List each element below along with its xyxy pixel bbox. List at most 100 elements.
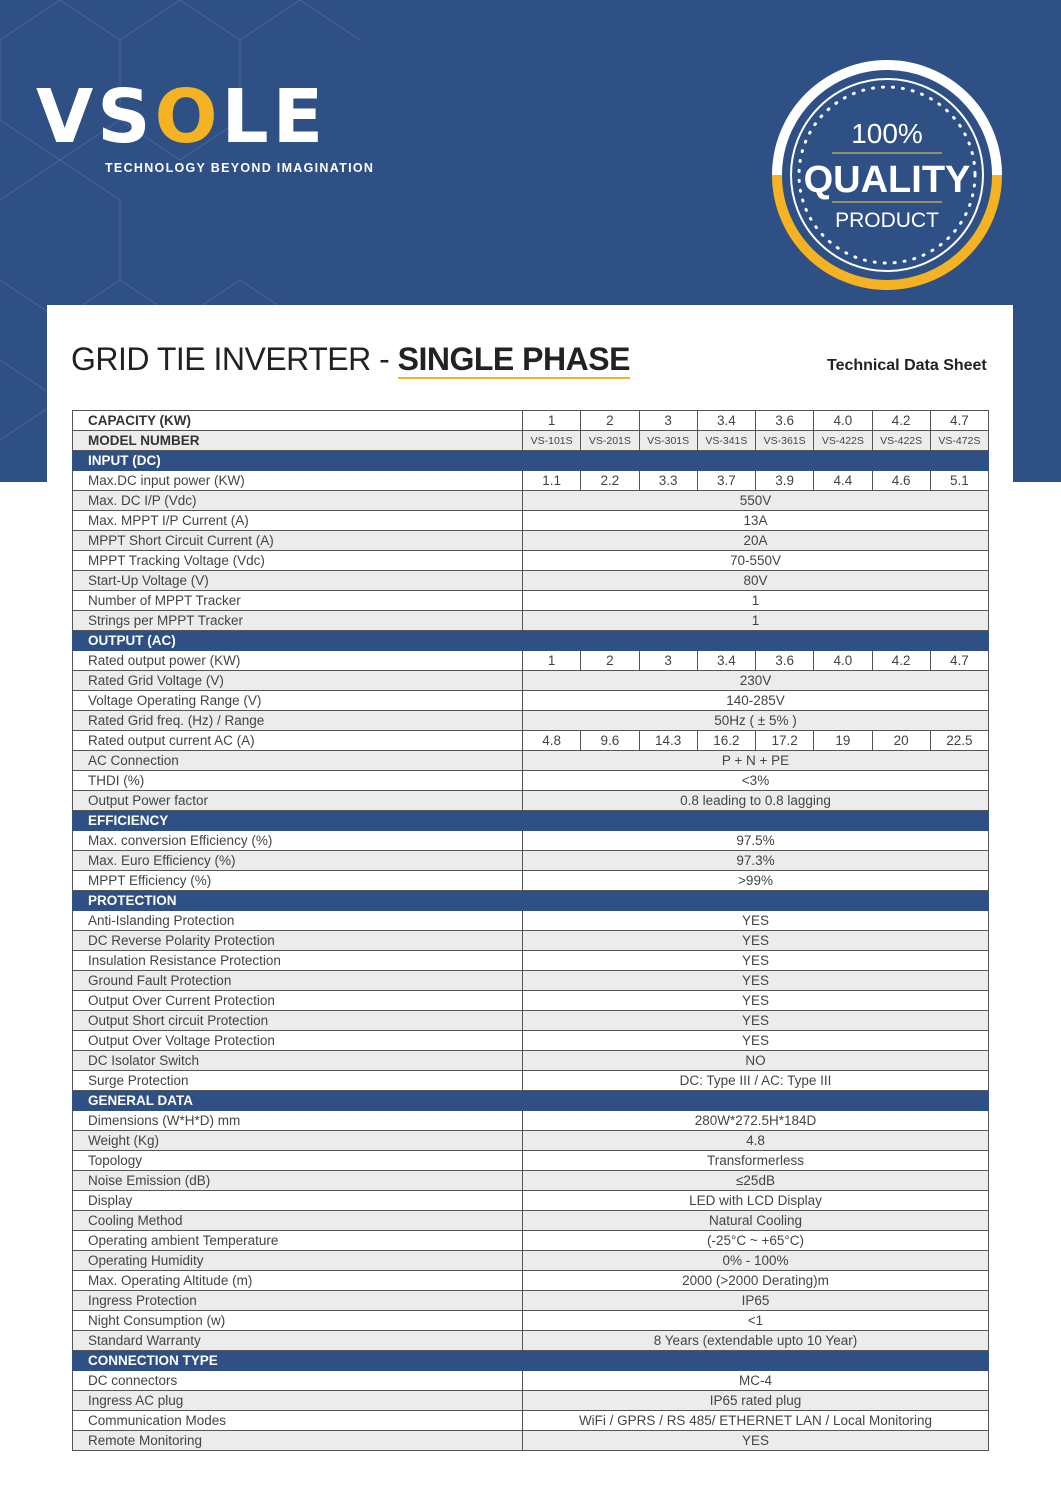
row-value: 80V	[522, 570, 989, 591]
table-row: Operating ambient Temperature (-25°C ~ +6…	[72, 1230, 989, 1251]
row-label: Output Short circuit Protection	[72, 1010, 523, 1031]
row-label: Dimensions (W*H*D) mm	[72, 1110, 523, 1131]
section-title: OUTPUT (AC)	[72, 630, 523, 651]
section-fill	[522, 1350, 989, 1371]
table-row: Start-Up Voltage (V) 80V	[72, 570, 989, 591]
row-value: 4.2	[871, 410, 931, 431]
table-row: MPPT Short Circuit Current (A) 20A	[72, 530, 989, 551]
page-title: GRID TIE INVERTER - SINGLE PHASE	[71, 340, 630, 379]
section-header: CONNECTION TYPE	[72, 1350, 989, 1371]
row-label: Ingress Protection	[72, 1290, 523, 1311]
row-label: Communication Modes	[72, 1410, 523, 1431]
spec-table: CAPACITY (KW) 1 2 3 3.4 3.6 4.0 4.2 4.7 MODEL NUM…	[72, 410, 990, 1451]
section-fill	[522, 1090, 989, 1111]
section-title: EFFICIENCY	[72, 810, 523, 831]
table-row: Ingress Protection IP65	[72, 1290, 989, 1311]
row-value: 17.2	[754, 730, 815, 751]
row-label: Voltage Operating Range (V)	[72, 690, 523, 711]
row-value: 1	[522, 610, 989, 631]
row-label: Weight (Kg)	[72, 1130, 523, 1151]
table-row: Communication Modes WiFi / GPRS / RS 485/…	[72, 1410, 989, 1431]
row-label: Number of MPPT Tracker	[72, 590, 523, 611]
row-value: ≤25dB	[522, 1170, 989, 1191]
table-row: DC connectors MC-4	[72, 1370, 989, 1391]
row-label: Remote Monitoring	[72, 1430, 523, 1451]
table-row: Max. MPPT I/P Current (A) 13A	[72, 510, 989, 531]
row-value: YES	[522, 1010, 989, 1031]
table-row: Surge Protection DC: Type III / AC: Type …	[72, 1070, 989, 1091]
row-label: DC Isolator Switch	[72, 1050, 523, 1071]
row-value: 4.8	[522, 1130, 989, 1151]
section-title: INPUT (DC)	[72, 450, 523, 471]
row-value: 3.4	[696, 650, 757, 671]
row-value: 0.8 leading to 0.8 lagging	[522, 790, 989, 811]
row-value: YES	[522, 990, 989, 1011]
section-header: EFFICIENCY	[72, 810, 989, 831]
row-value: 550V	[522, 490, 989, 511]
row-value: 8 Years (extendable upto 10 Year)	[522, 1330, 989, 1351]
row-value: 2.2	[580, 470, 640, 491]
row-value: 3.6	[754, 650, 815, 671]
section-fill	[522, 450, 989, 471]
row-value: 3.4	[696, 410, 757, 431]
table-row: Max. conversion Efficiency (%) 97.5%	[72, 830, 989, 851]
row-value: 230V	[522, 670, 989, 691]
brand-tagline: TECHNOLOGY BEYOND IMAGINATION	[105, 161, 375, 175]
row-value: 4.0	[813, 650, 873, 671]
row-label: Max. Euro Efficiency (%)	[72, 850, 523, 871]
row-value: 3.6	[754, 410, 815, 431]
row-label: Surge Protection	[72, 1070, 523, 1091]
section-fill	[522, 890, 989, 911]
row-label: Output Power factor	[72, 790, 523, 811]
row-value: YES	[522, 930, 989, 951]
row-value: 2	[580, 410, 640, 431]
row-value: 3.9	[754, 470, 815, 491]
row-value: VS-422S	[813, 430, 873, 451]
row-value: IP65	[522, 1290, 989, 1311]
row-value: YES	[522, 910, 989, 931]
row-label: Cooling Method	[72, 1210, 523, 1231]
row-value: 50Hz ( ± 5% )	[522, 710, 989, 731]
row-label: Display	[72, 1190, 523, 1211]
row-value: 2	[580, 650, 640, 671]
row-value: <1	[522, 1310, 989, 1331]
row-label: DC connectors	[72, 1370, 523, 1391]
row-value: 1	[521, 410, 582, 431]
title-main: GRID TIE INVERTER -	[71, 341, 398, 377]
row-label: CAPACITY (KW)	[72, 410, 523, 431]
row-label: Anti-Islanding Protection	[72, 910, 523, 931]
row-label: Insulation Resistance Protection	[72, 950, 523, 971]
row-value: >99%	[522, 870, 989, 891]
row-label: Max. Operating Altitude (m)	[72, 1270, 523, 1291]
row-value: LED with LCD Display	[522, 1190, 989, 1211]
row-value: VS-301S	[638, 430, 698, 451]
table-row: Max. Euro Efficiency (%) 97.3%	[72, 850, 989, 871]
row-label: Ingress AC plug	[72, 1390, 523, 1411]
row-value: 1	[521, 650, 582, 671]
table-row: Rated Grid Voltage (V) 230V	[72, 670, 989, 691]
row-value: 20A	[522, 530, 989, 551]
table-row: MPPT Efficiency (%) >99%	[72, 870, 989, 891]
row-value: 16.2	[696, 730, 757, 751]
section-title: PROTECTION	[72, 890, 523, 911]
row-label: AC Connection	[72, 750, 523, 771]
section-header: PROTECTION	[72, 890, 989, 911]
row-label: MPPT Efficiency (%)	[72, 870, 523, 891]
row-label: MODEL NUMBER	[72, 430, 523, 451]
row-value: 3.7	[696, 470, 757, 491]
brand-logo: VSOLE	[36, 74, 328, 160]
quality-seal: 100% QUALITY PRODUCT	[772, 60, 1002, 290]
row-value: YES	[522, 1030, 989, 1051]
row-label: Strings per MPPT Tracker	[72, 610, 523, 631]
row-value: 3	[638, 650, 698, 671]
row-value: 0% - 100%	[522, 1250, 989, 1271]
page-subtitle: Technical Data Sheet	[827, 357, 987, 374]
row-value: 22.5	[929, 730, 990, 751]
row-label: MPPT Tracking Voltage (Vdc)	[72, 550, 523, 571]
row-label: Ground Fault Protection	[72, 970, 523, 991]
table-row: Anti-Islanding Protection YES	[72, 910, 989, 931]
row-label: Start-Up Voltage (V)	[72, 570, 523, 591]
row-label: Output Over Voltage Protection	[72, 1030, 523, 1051]
table-row: MPPT Tracking Voltage (Vdc) 70-550V	[72, 550, 989, 571]
row-label: Max.DC input power (KW)	[72, 470, 523, 491]
